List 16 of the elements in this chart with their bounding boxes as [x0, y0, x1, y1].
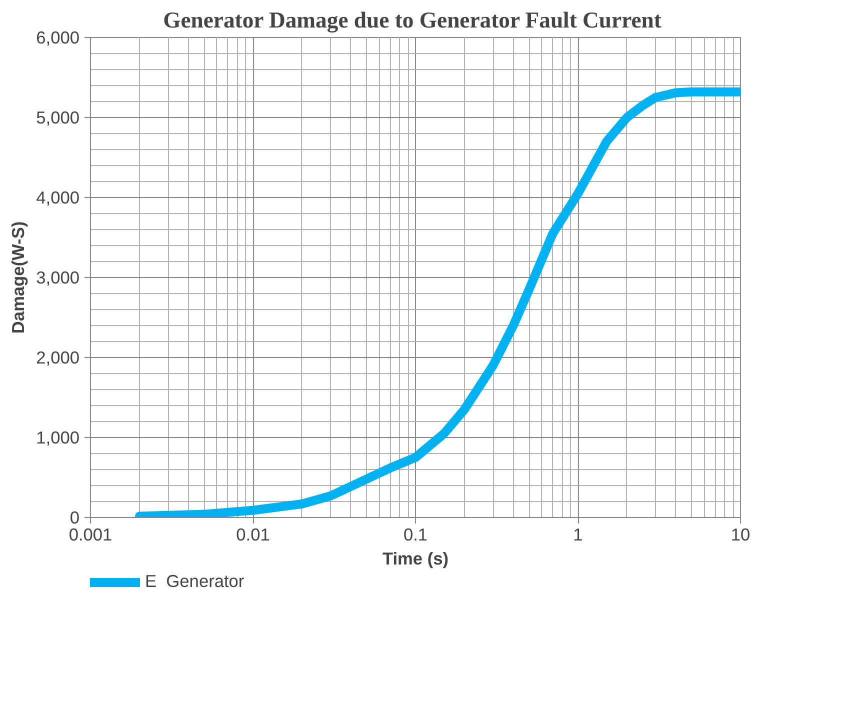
y-tick-label: 4,000	[36, 188, 80, 208]
x-axis-title: Time (s)	[382, 548, 449, 568]
x-tick-label: 10	[730, 524, 750, 544]
x-tick-label: 0.001	[68, 524, 112, 544]
y-tick-label: 1,000	[36, 428, 80, 448]
y-tick-label: 0	[70, 508, 80, 528]
y-tick-label: 2,000	[36, 348, 80, 368]
y-axis-title: Damage(W-S)	[8, 221, 28, 334]
y-tick-label: 6,000	[36, 28, 80, 48]
x-tick-label: 0.01	[236, 524, 270, 544]
y-tick-label: 3,000	[36, 268, 80, 288]
chart-title: Generator Damage due to Generator Fault Current	[163, 8, 662, 32]
x-tick-label: 1	[573, 524, 583, 544]
legend-label: E Generator	[145, 571, 244, 592]
x-tick-label: 0.1	[403, 524, 428, 544]
y-tick-label: 5,000	[36, 108, 80, 128]
